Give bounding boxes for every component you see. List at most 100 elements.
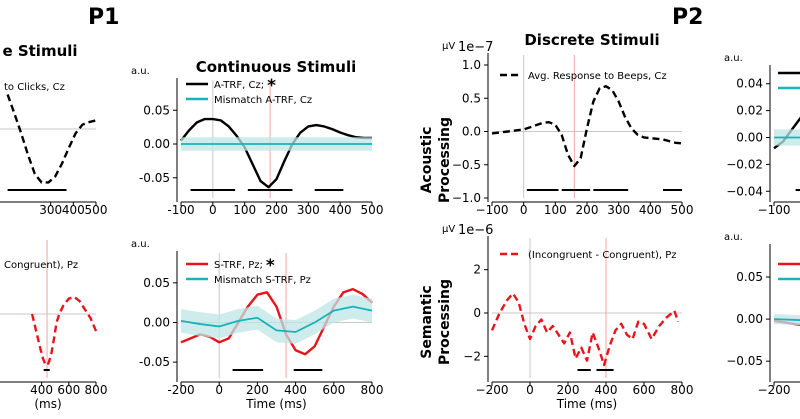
y-axis-unit: a.u. xyxy=(131,239,150,250)
x-tick-label: 600 xyxy=(633,383,656,397)
series-line-0 xyxy=(490,292,680,367)
chart-p1_discrete_top: 300 400 500 e Stimuli to Clicks, Cz xyxy=(0,42,107,217)
plot-area xyxy=(491,55,683,198)
series-line-0 xyxy=(180,287,373,356)
chart-title: Continuous Stimuli xyxy=(196,58,357,76)
y-tick-label: 0.02 xyxy=(736,104,763,118)
y-tick-label: 0.5 xyxy=(462,91,481,105)
chart-p1_continuous_bottom: -200 0 200 400 600 800 0.05 0.00 -0.05 a.u. Time (… xyxy=(131,239,383,411)
legend-label: Mismatch S-TRF, Pz xyxy=(214,275,311,286)
y-tick-label: −0.05 xyxy=(726,354,763,368)
series-line-1 xyxy=(773,318,800,322)
series-line-0 xyxy=(180,117,372,189)
plot-area xyxy=(180,253,373,378)
panel-label-p2: P2 xyxy=(672,5,703,30)
chart-p1_discrete_bottom: 400 600 800 (ms) Congruent), Pz xyxy=(0,240,107,411)
x-tick-label: 400 xyxy=(595,383,618,397)
plot-area xyxy=(0,94,97,191)
x-tick-label: 400 xyxy=(62,203,85,217)
x-tick-label: -200 xyxy=(167,383,194,397)
legend-label: Mismatch A-TRF, Cz xyxy=(214,95,312,106)
y-tick-label: −0.5 xyxy=(452,158,481,172)
y-tick-label: −1.0 xyxy=(452,191,481,205)
y-tick-label: 2 xyxy=(473,263,481,277)
x-tick-label: 800 xyxy=(671,383,694,397)
row-label-acoustic: Acoustic Processing xyxy=(419,117,453,203)
x-tick-label: 500 xyxy=(85,203,108,217)
x-tick-label: 300 xyxy=(607,203,630,217)
chart-title: e Stimuli xyxy=(2,42,77,60)
x-tick-label: −100 xyxy=(476,203,509,217)
x-axis-label: Time (ms) xyxy=(556,397,618,411)
row-label-semantic-line2: Processing xyxy=(437,279,453,365)
x-axis-label: Time (ms) xyxy=(245,397,307,411)
x-tick-label: 800 xyxy=(85,383,108,397)
y-axis-unit: µV xyxy=(442,41,455,52)
x-tick-label: 0 xyxy=(209,203,217,217)
y-tick-label: 0.05 xyxy=(736,270,763,284)
x-axis-label: (ms) xyxy=(34,397,61,411)
x-tick-label: −200 xyxy=(758,383,791,397)
y-tick-label: 0.00 xyxy=(736,312,763,326)
series-line-1 xyxy=(180,305,373,333)
x-tick-label: 400 xyxy=(30,383,53,397)
plot-area xyxy=(180,80,372,198)
x-tick-label: -100 xyxy=(167,203,194,217)
x-tick-label: 300 xyxy=(297,203,320,217)
x-tick-label: 400 xyxy=(639,203,662,217)
x-tick-label: 600 xyxy=(322,383,345,397)
significance-asterisk: * xyxy=(267,76,276,96)
plot-area xyxy=(490,238,682,378)
y-axis-unit: µV xyxy=(442,224,455,235)
x-tick-label: 500 xyxy=(671,203,694,217)
series-band-1 xyxy=(181,294,372,344)
y-tick-label: 0 xyxy=(473,306,481,320)
y-tick-label: −0.02 xyxy=(726,157,763,171)
row-label-acoustic-line1: Acoustic xyxy=(419,127,435,194)
x-tick-label: 200 xyxy=(557,383,580,397)
legend-label: A-TRF, Cz; xyxy=(214,80,264,91)
x-tick-label: 200 xyxy=(576,203,599,217)
y-tick-label: 0.04 xyxy=(736,77,763,91)
x-tick-label: 0 xyxy=(526,383,534,397)
x-tick-label: 200 xyxy=(265,203,288,217)
y-axis-exponent: 1e−7 xyxy=(458,40,493,55)
x-tick-label: 400 xyxy=(329,203,352,217)
y-axis-unit: a.u. xyxy=(131,66,150,77)
x-tick-label: 600 xyxy=(57,383,80,397)
y-tick-label: 0.00 xyxy=(143,137,170,151)
panel-label-p1: P1 xyxy=(88,5,119,30)
x-tick-label: 500 xyxy=(361,203,384,217)
legend-label: S-TRF, Pz; xyxy=(214,260,263,271)
y-tick-label: 0.0 xyxy=(462,125,481,139)
y-tick-label: -0.05 xyxy=(139,355,170,369)
x-tick-label: 100 xyxy=(233,203,256,217)
y-tick-label: −0.04 xyxy=(726,184,763,198)
y-tick-label: 0.00 xyxy=(736,131,763,145)
plot-area xyxy=(0,240,98,378)
x-tick-label: 300 xyxy=(39,203,62,217)
row-label-semantic: Semantic Processing xyxy=(419,279,453,365)
legend-label: Avg. Response to Beeps, Cz xyxy=(528,71,667,82)
x-tick-label: −200 xyxy=(476,383,509,397)
y-tick-label: -0.05 xyxy=(139,171,170,185)
significance-asterisk: * xyxy=(266,256,275,276)
y-axis-exponent: 1e−6 xyxy=(458,223,493,238)
y-tick-label: 0.05 xyxy=(143,276,170,290)
legend-label: to Clicks, Cz xyxy=(4,82,65,93)
x-tick-label: 0 xyxy=(215,383,223,397)
chart-p2_discrete_bottom: −200 0 200 400 600 800 2 0 −2 µV 1e−6 Time (ms) (Inc… xyxy=(442,223,693,411)
series-line-0 xyxy=(6,94,97,184)
y-axis-unit: a.u. xyxy=(724,53,743,64)
y-tick-label: 0.05 xyxy=(143,103,170,117)
x-tick-label: 0 xyxy=(520,203,528,217)
legend-label: (Incongruent - Congruent), Pz xyxy=(528,250,677,261)
plot-area xyxy=(773,116,800,191)
x-tick-label: −100 xyxy=(758,203,791,217)
x-tick-label: 100 xyxy=(544,203,567,217)
series-line-0 xyxy=(30,295,98,367)
x-tick-label: 200 xyxy=(246,383,269,397)
